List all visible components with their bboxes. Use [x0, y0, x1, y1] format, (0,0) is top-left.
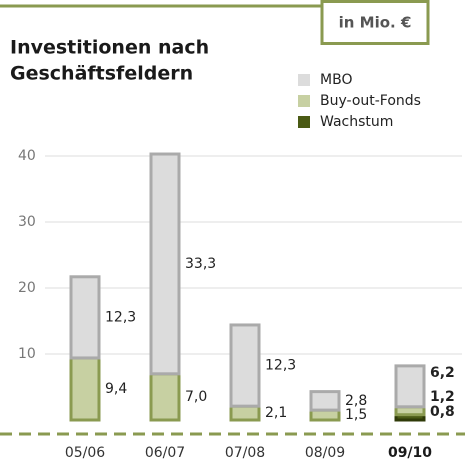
- value-label: 33,3: [185, 256, 216, 272]
- bar-segment: [149, 152, 181, 376]
- legend-swatch: [298, 95, 310, 107]
- bar-segment: [149, 372, 181, 422]
- bar-segment: [229, 323, 261, 408]
- chart-title: Investitionen nach: [10, 37, 209, 59]
- unit-box: [320, 0, 430, 45]
- y-tick-label: 20: [18, 280, 36, 296]
- value-label: 12,3: [265, 358, 296, 374]
- legend-label: Buy-out-Fonds: [320, 93, 421, 109]
- value-label: 0,8: [430, 404, 455, 420]
- unit-label: in Mio. €: [339, 14, 412, 32]
- value-label: 6,2: [430, 365, 455, 381]
- x-tick-label: 05/06: [65, 445, 105, 461]
- y-tick-label: 40: [18, 148, 36, 164]
- bar-segment: [394, 364, 426, 409]
- value-label: 7,0: [185, 389, 207, 405]
- value-label: 2,8: [345, 393, 367, 409]
- bar-segment: [309, 390, 341, 412]
- y-tick-label: 10: [18, 346, 36, 362]
- chart-title: Geschäftsfeldern: [10, 63, 193, 85]
- bar-segment: [229, 404, 261, 422]
- bar-segment: [69, 275, 101, 360]
- bar-segment: [69, 356, 101, 422]
- x-tick-label: 08/09: [305, 445, 345, 461]
- x-tick-label: 09/10: [388, 445, 432, 461]
- x-tick-label: 07/08: [225, 445, 265, 461]
- value-label: 1,2: [430, 389, 455, 405]
- y-tick-label: 30: [18, 214, 36, 230]
- x-tick-label: 06/07: [145, 445, 185, 461]
- legend-label: MBO: [320, 72, 352, 88]
- value-label: 2,1: [265, 405, 287, 421]
- value-label: 1,5: [345, 407, 367, 423]
- legend-swatch: [298, 116, 310, 128]
- legend-swatch: [298, 74, 310, 86]
- value-label: 12,3: [105, 309, 136, 325]
- legend-label: Wachstum: [320, 114, 393, 130]
- value-label: 9,4: [105, 381, 127, 397]
